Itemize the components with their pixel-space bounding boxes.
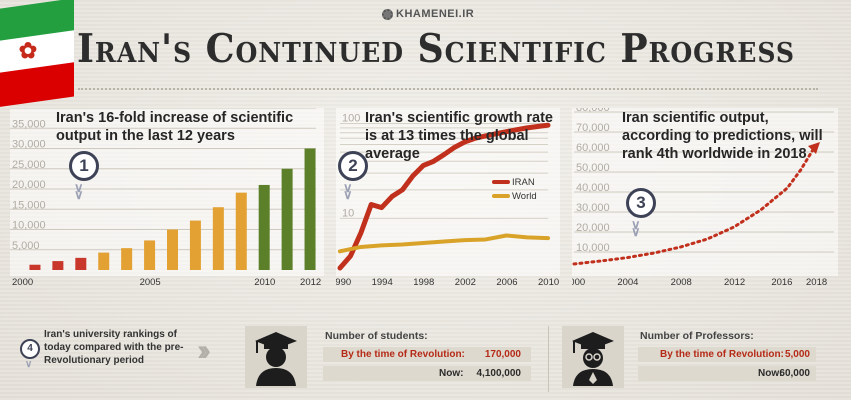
bar — [121, 248, 133, 270]
chevron-right-icon: ›› — [197, 334, 211, 367]
step-badge-4: 4 — [20, 339, 40, 359]
students-heading: Number of students: — [325, 330, 428, 342]
panel-1-text: Iran's 16-fold increase of scientific ou… — [56, 110, 294, 144]
professors-row-revolution: By the time of Revolution: 5,000 — [638, 347, 816, 362]
y-tick-label: 50,000 — [576, 162, 610, 174]
row-value: 170,000 — [484, 349, 521, 360]
row-value: 60,000 — [779, 368, 810, 379]
bar — [258, 184, 270, 270]
y-tick-label: 100 — [342, 113, 360, 125]
y-tick-label: 10 — [342, 207, 354, 219]
y-tick-label: 40,000 — [12, 108, 46, 110]
row-label: By the time of Revolution: — [660, 349, 784, 360]
row-value: 4,100,000 — [476, 368, 522, 379]
row-label: By the time of Revolution: — [341, 349, 465, 360]
y-tick-label: 40,000 — [576, 182, 610, 194]
bar — [75, 257, 87, 270]
y-tick-label: 20,000 — [12, 179, 46, 191]
title-divider — [78, 88, 818, 90]
series-line-iran — [337, 122, 551, 271]
rank-text: Iran's university rankings of today comp… — [44, 329, 184, 366]
bottom-stats: 4 ∨ Iran's university rankings of today … — [0, 318, 851, 400]
row-label: Now: — [758, 368, 783, 379]
y-tick-label: 25,000 — [12, 159, 46, 171]
bar — [281, 168, 293, 270]
x-tick-label: 2002 — [455, 277, 476, 288]
chevron-down-icon: ∨ ∨ — [74, 180, 83, 202]
line-chart-growth: 10 100 IRAN World 1990 1994 1998 2002 2006 2010 — [336, 113, 559, 288]
y-tick-label: 20,000 — [576, 222, 610, 234]
x-tick-label: 2012 — [724, 277, 745, 288]
x-tick-label: 2016 — [771, 277, 792, 288]
bar — [144, 240, 156, 270]
x-tick-label: 2012 — [300, 277, 321, 288]
row-value: 5,000 — [784, 349, 810, 360]
legend-label: World — [512, 191, 537, 202]
y-tick-label: 30,000 — [576, 202, 610, 214]
professors-heading: Number of Professors: — [640, 330, 754, 342]
student-icon — [245, 326, 307, 388]
bar — [52, 261, 64, 270]
bar — [167, 229, 178, 270]
bar — [304, 148, 316, 270]
line-chart-prediction: 10,000 20,000 30,000 40,000 50,000 60,000 70,0… — [572, 108, 834, 288]
bar — [235, 192, 247, 270]
chevron-down-icon: ∨ — [25, 359, 32, 370]
x-tick-label: 1990 — [336, 277, 351, 288]
professors-row-now: Now: 60,000 — [638, 366, 816, 381]
students-row-revolution: By the time of Revolution: 170,000 — [323, 347, 531, 362]
y-tick-label: 5,000 — [12, 240, 40, 252]
y-tick-label: 10,000 — [12, 220, 46, 232]
bar — [98, 252, 110, 270]
bar — [29, 264, 41, 270]
x-tick-label: 1994 — [372, 277, 393, 288]
students-block: Number of students: By the time of Revol… — [323, 324, 533, 386]
y-tick-label: 30,000 — [12, 139, 46, 151]
x-tick-label: 2010 — [254, 277, 275, 288]
chevron-down-icon: ∨ ∨ — [631, 217, 640, 239]
panel-ranking-prediction: 10,000 20,000 30,000 40,000 50,000 60,000 70,0… — [572, 108, 838, 288]
x-tick-label: 2006 — [496, 277, 517, 288]
y-tick-label: 10,000 — [576, 242, 610, 254]
x-tick-label: 1998 — [413, 277, 434, 288]
panel-growth-rate: 10 100 IRAN World 1990 1994 1998 2002 2006 2010 I… — [336, 108, 560, 288]
x-tick-label: 2008 — [671, 277, 692, 288]
bar-chart-output: 5,000 10,000 15,000 20,000 25,000 30,000 35,00… — [10, 108, 321, 288]
bar — [212, 207, 224, 270]
y-tick-label: 80,000 — [576, 108, 610, 114]
legend-label: IRAN — [512, 177, 535, 188]
projection-line — [572, 146, 816, 266]
page-title: Iran's Continued Scientific Progress — [77, 26, 795, 72]
y-tick-label: 70,000 — [576, 122, 610, 134]
series-line-world — [338, 233, 550, 254]
panel-3-text: Iran scientific output, according to pre… — [622, 110, 823, 162]
y-tick-label: 60,000 — [576, 142, 610, 154]
x-tick-label: 2005 — [140, 277, 161, 288]
bar — [189, 220, 201, 270]
professor-icon — [562, 326, 624, 388]
professors-block: Number of Professors: By the time of Rev… — [638, 324, 818, 386]
y-tick-label: 35,000 — [12, 118, 46, 130]
panel-output-growth: 5,000 10,000 15,000 20,000 25,000 30,000 35,00… — [10, 108, 324, 288]
x-tick-label: 2000 — [12, 277, 33, 288]
chevron-down-icon: ∨ ∨ — [343, 180, 352, 202]
students-row-now: Now: 4,100,000 — [323, 366, 531, 381]
gear-icon — [382, 8, 393, 20]
x-tick-label: 2018 — [806, 277, 827, 288]
x-tick-label: 2000 — [572, 277, 585, 288]
x-tick-label: 2010 — [538, 277, 559, 288]
panel-2-text: Iran's scientific growth rate is at 13 t… — [365, 110, 553, 162]
x-tick-label: 2004 — [617, 277, 638, 288]
step-badge-2: 2 — [338, 151, 368, 181]
step-badge-1: 1 — [69, 151, 99, 181]
arrow-head-icon — [808, 142, 820, 154]
step-badge-3: 3 — [626, 188, 656, 218]
brand-logo: KHAMENEI.IR — [382, 8, 474, 20]
y-tick-label: 15,000 — [12, 199, 46, 211]
section-divider — [548, 326, 549, 392]
row-label: Now: — [439, 368, 464, 379]
brand-label: KHAMENEI.IR — [396, 8, 475, 20]
iran-flag: ✿ — [0, 0, 74, 112]
